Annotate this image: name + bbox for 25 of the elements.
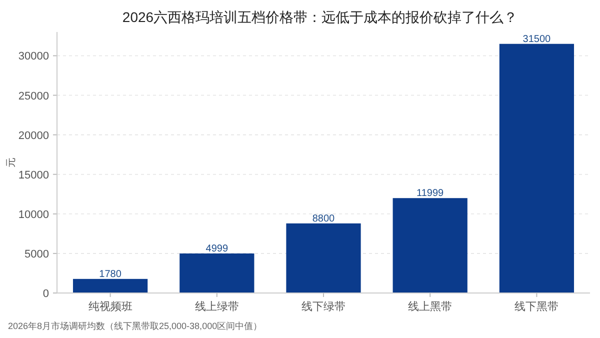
text: 2026年8月市场调研均数（线下黑带取25,000-38,000区间中值） <box>8 321 262 331</box>
bar <box>72 278 148 293</box>
y-axis-title: 元 <box>6 158 17 168</box>
chart-title: 2026六西格玛培训五档价格带：远低于成本的报价砍掉了什么？ <box>122 9 518 25</box>
x-tick-label: 线上黑带 <box>408 300 452 313</box>
y-tick-label: 10000 <box>18 208 49 221</box>
data-label: 4999 <box>206 243 228 254</box>
bar <box>392 198 468 293</box>
x-tick-label: 纯视频班 <box>88 300 132 313</box>
data-label: 31500 <box>522 34 552 45</box>
y-tick-label: 20000 <box>18 130 49 142</box>
x-tick-label: 线下黑带 <box>514 300 559 313</box>
bar <box>499 44 574 293</box>
data-label: 8800 <box>312 213 336 224</box>
y-tick-label: 5000 <box>24 248 49 260</box>
y-tick-label: 25000 <box>18 90 49 102</box>
bar <box>180 253 254 293</box>
data-label: 11999 <box>416 188 444 200</box>
y-tick-label: 30000 <box>18 50 49 63</box>
y-tick-label: 0 <box>42 288 49 300</box>
x-tick-label: 线上绿带 <box>194 300 239 313</box>
bar <box>286 223 361 293</box>
y-tick-label: 15000 <box>18 169 49 182</box>
x-tick-label: 线下绿带 <box>302 300 346 313</box>
data-label: 1780 <box>99 268 122 280</box>
